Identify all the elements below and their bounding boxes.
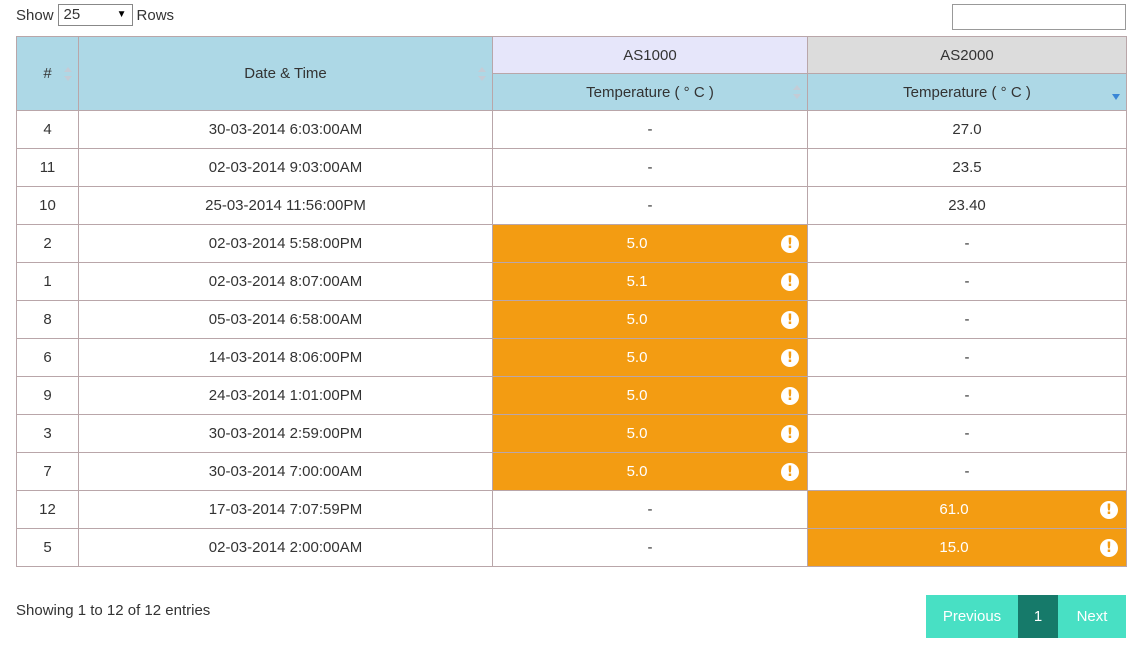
cell-as2000-temperature: - <box>807 262 1127 301</box>
cell-as1000-temperature: 5.0! <box>492 300 808 339</box>
alert-exclamation-icon[interactable]: ! <box>1100 538 1118 557</box>
column-header-as1000-temperature[interactable]: Temperature ( ° C ) <box>492 73 808 111</box>
cell-index: 2 <box>16 224 79 263</box>
alert-exclamation-icon[interactable]: ! <box>781 386 799 405</box>
table-row: 5 02-03-2014 2:00:00AM -15.0! <box>16 528 1127 567</box>
alert-exclamation-icon[interactable]: ! <box>781 462 799 481</box>
pagination: Previous 1 Next <box>926 595 1126 638</box>
column-header-index[interactable]: # <box>16 36 79 111</box>
cell-datetime: 02-03-2014 9:03:00AM <box>78 148 493 187</box>
cell-as2000-temperature: 23.40 <box>807 186 1127 225</box>
cell-as1000-temperature: 5.0! <box>492 452 808 491</box>
cell-as2000-temperature: - <box>807 414 1127 453</box>
cell-index: 6 <box>16 338 79 377</box>
cell-as2000-temperature: 15.0! <box>807 528 1127 567</box>
next-button[interactable]: Next <box>1058 595 1126 638</box>
cell-as1000-temperature: - <box>492 186 808 225</box>
entries-info: Showing 1 to 12 of 12 entries <box>16 602 211 619</box>
alert-exclamation-icon[interactable]: ! <box>781 234 799 253</box>
cell-as1000-temperature: - <box>492 528 808 567</box>
page-size-select[interactable]: 25 ▼ <box>57 4 133 26</box>
cell-index: 9 <box>16 376 79 415</box>
cell-index: 4 <box>16 110 79 149</box>
alert-exclamation-icon[interactable]: ! <box>781 424 799 443</box>
table-row: 2 02-03-2014 5:58:00PM 5.0! - <box>16 224 1127 263</box>
page-1-button[interactable]: 1 <box>1018 595 1058 638</box>
cell-as2000-temperature: 27.0 <box>807 110 1127 149</box>
sort-icon <box>478 66 486 81</box>
table-row: 3 30-03-2014 2:59:00PM 5.0! - <box>16 414 1127 453</box>
alert-exclamation-icon[interactable]: ! <box>781 272 799 291</box>
table-row: 8 05-03-2014 6:58:00AM 5.0! - <box>16 300 1127 339</box>
table-row: 7 30-03-2014 7:00:00AM 5.0! - <box>16 452 1127 491</box>
cell-datetime: 30-03-2014 7:00:00AM <box>78 452 493 491</box>
cell-datetime: 02-03-2014 8:07:00AM <box>78 262 493 301</box>
table-row: 11 02-03-2014 9:03:00AM -23.5 <box>16 148 1127 187</box>
group-header-as1000: AS1000 <box>492 36 808 74</box>
readings-table: # Date & Time AS1000 AS2000 Temperature … <box>16 36 1127 567</box>
cell-as1000-temperature: 5.0! <box>492 224 808 263</box>
cell-as2000-temperature: - <box>807 452 1127 491</box>
cell-datetime: 05-03-2014 6:58:00AM <box>78 300 493 339</box>
page-size-value: 25 <box>63 6 81 23</box>
cell-index: 8 <box>16 300 79 339</box>
page-size-control: Show 25 ▼ Rows <box>16 4 174 26</box>
table-row: 4 30-03-2014 6:03:00AM -27.0 <box>16 110 1127 149</box>
cell-as1000-temperature: - <box>492 490 808 529</box>
cell-datetime: 14-03-2014 8:06:00PM <box>78 338 493 377</box>
cell-as1000-temperature: - <box>492 110 808 149</box>
cell-as1000-temperature: - <box>492 148 808 187</box>
group-header-as2000: AS2000 <box>807 36 1127 74</box>
cell-as2000-temperature: - <box>807 224 1127 263</box>
alert-exclamation-icon[interactable]: ! <box>1100 500 1118 519</box>
sort-icon <box>793 85 801 99</box>
alert-exclamation-icon[interactable]: ! <box>781 348 799 367</box>
cell-as2000-temperature: - <box>807 338 1127 377</box>
table-row: 1 02-03-2014 8:07:00AM 5.1! - <box>16 262 1127 301</box>
rows-label: Rows <box>136 6 175 24</box>
column-header-as2000-temperature[interactable]: Temperature ( ° C ) <box>807 73 1127 111</box>
cell-as2000-temperature: - <box>807 376 1127 415</box>
table-body: 4 30-03-2014 6:03:00AM -27.0 11 02-03-2014 9… <box>16 110 1127 567</box>
column-header-datetime[interactable]: Date & Time <box>78 36 493 111</box>
cell-datetime: 25-03-2014 11:56:00PM <box>78 186 493 225</box>
table-row: 12 17-03-2014 7:07:59PM -61.0! <box>16 490 1127 529</box>
cell-datetime: 02-03-2014 5:58:00PM <box>78 224 493 263</box>
cell-as1000-temperature: 5.0! <box>492 338 808 377</box>
cell-index: 1 <box>16 262 79 301</box>
cell-as1000-temperature: 5.1! <box>492 262 808 301</box>
table-row: 10 25-03-2014 11:56:00PM -23.40 <box>16 186 1127 225</box>
cell-as1000-temperature: 5.0! <box>492 376 808 415</box>
previous-button[interactable]: Previous <box>926 595 1018 638</box>
cell-index: 3 <box>16 414 79 453</box>
cell-index: 5 <box>16 528 79 567</box>
dropdown-arrow-icon: ▼ <box>116 9 127 20</box>
cell-index: 7 <box>16 452 79 491</box>
cell-datetime: 17-03-2014 7:07:59PM <box>78 490 493 529</box>
sort-descending-icon <box>1112 94 1120 100</box>
table-row: 6 14-03-2014 8:06:00PM 5.0! - <box>16 338 1127 377</box>
sort-icon <box>64 66 72 81</box>
cell-datetime: 02-03-2014 2:00:00AM <box>78 528 493 567</box>
cell-index: 12 <box>16 490 79 529</box>
cell-as2000-temperature: - <box>807 300 1127 339</box>
cell-index: 10 <box>16 186 79 225</box>
cell-datetime: 24-03-2014 1:01:00PM <box>78 376 493 415</box>
show-label: Show <box>16 6 54 24</box>
cell-as2000-temperature: 23.5 <box>807 148 1127 187</box>
cell-as2000-temperature: 61.0! <box>807 490 1127 529</box>
table-row: 9 24-03-2014 1:01:00PM 5.0! - <box>16 376 1127 415</box>
cell-datetime: 30-03-2014 2:59:00PM <box>78 414 493 453</box>
cell-index: 11 <box>16 148 79 187</box>
cell-datetime: 30-03-2014 6:03:00AM <box>78 110 493 149</box>
alert-exclamation-icon[interactable]: ! <box>781 310 799 329</box>
search-input[interactable] <box>952 4 1126 30</box>
cell-as1000-temperature: 5.0! <box>492 414 808 453</box>
